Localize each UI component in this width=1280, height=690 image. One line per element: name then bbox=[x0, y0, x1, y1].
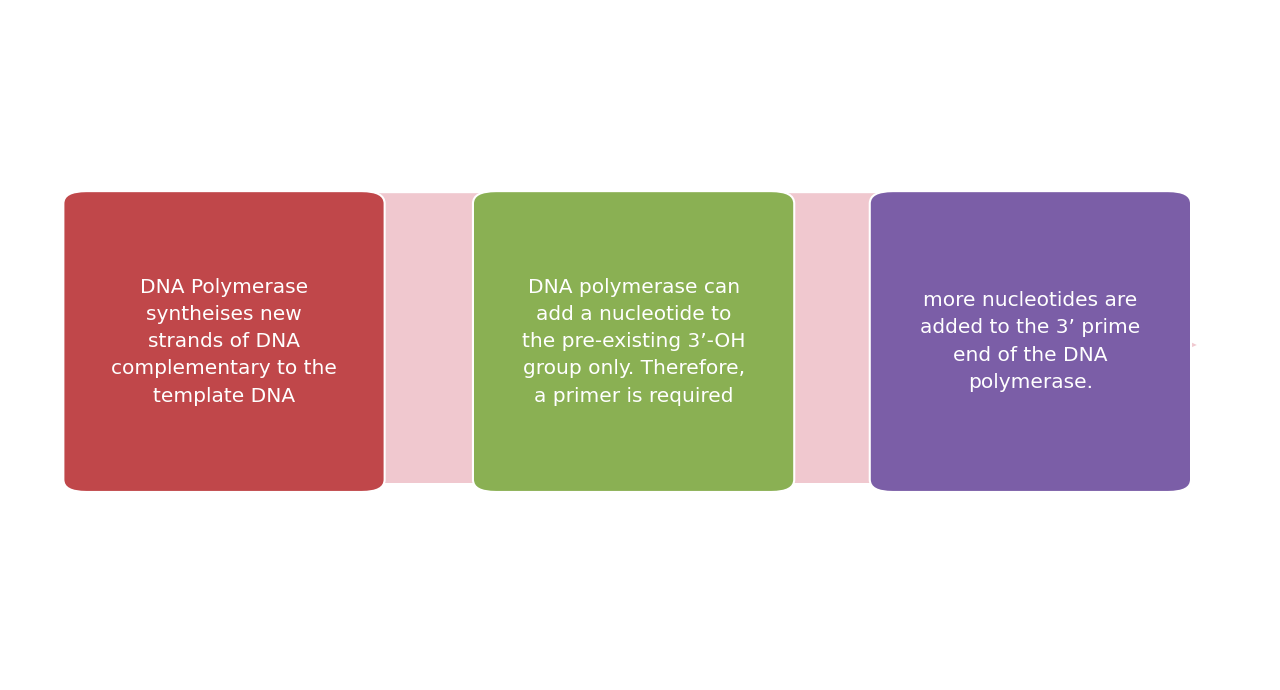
FancyBboxPatch shape bbox=[870, 191, 1190, 492]
FancyBboxPatch shape bbox=[63, 191, 384, 492]
Text: DNA polymerase can
add a nucleotide to
the pre-existing 3’-OH
group only. Theref: DNA polymerase can add a nucleotide to t… bbox=[522, 277, 745, 406]
Text: DNA Polymerase
syntheises new
strands of DNA
complementary to the
template DNA: DNA Polymerase syntheises new strands of… bbox=[111, 277, 337, 406]
FancyBboxPatch shape bbox=[474, 191, 794, 492]
Text: more nucleotides are
added to the 3’ prime
end of the DNA
polymerase.: more nucleotides are added to the 3’ pri… bbox=[920, 291, 1140, 392]
Polygon shape bbox=[96, 193, 1197, 483]
